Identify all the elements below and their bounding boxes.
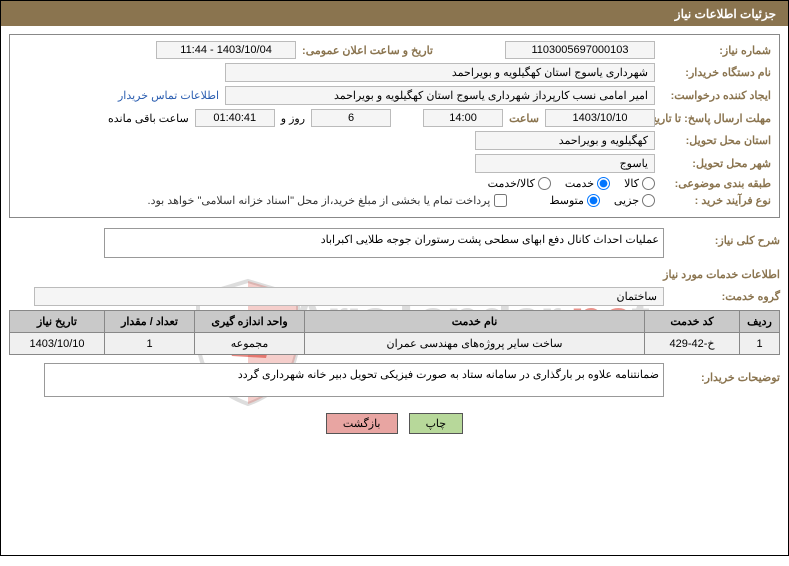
- category-option-1[interactable]: خدمت: [565, 177, 610, 190]
- need-number-label: شماره نیاز:: [661, 44, 771, 57]
- page-header: جزئیات اطلاعات نیاز: [0, 0, 789, 26]
- deadline-label: مهلت ارسال پاسخ: تا تاریخ:: [661, 112, 771, 125]
- announce-datetime-label: تاریخ و ساعت اعلان عمومی:: [302, 44, 433, 57]
- deadline-days: 6: [311, 109, 391, 127]
- deadline-time-label: ساعت: [509, 112, 539, 125]
- category-option-2[interactable]: کالا/خدمت: [488, 177, 551, 190]
- category-radio-group: کالا خدمت کالا/خدمت: [488, 177, 655, 190]
- buyer-contact-link[interactable]: اطلاعات تماس خریدار: [118, 89, 219, 102]
- service-group-label: گروه خدمت:: [670, 290, 780, 303]
- service-group-value[interactable]: ساختمان: [34, 287, 664, 306]
- treasury-note-checkbox[interactable]: پرداخت تمام یا بخشی از مبلغ خرید،از محل …: [148, 194, 508, 207]
- th-need-date: تاریخ نیاز: [10, 311, 105, 333]
- delivery-province-label: استان محل تحویل:: [661, 134, 771, 147]
- td-row-num: 1: [740, 333, 780, 355]
- process-option-0[interactable]: جزیی: [614, 194, 655, 207]
- process-type-label: نوع فرآیند خرید :: [661, 194, 771, 207]
- deadline-remaining-label: ساعت باقی مانده: [108, 112, 189, 125]
- th-unit: واحد اندازه گیری: [195, 311, 305, 333]
- td-need-date: 1403/10/10: [10, 333, 105, 355]
- td-service-name: ساخت سایر پروژه‌های مهندسی عمران: [305, 333, 645, 355]
- buyer-notes-value: ضمانتنامه علاوه بر بارگذاری در سامانه ست…: [44, 363, 664, 397]
- buyer-org-value: شهرداری یاسوج استان کهگیلویه و بویراحمد: [225, 63, 655, 82]
- th-qty: تعداد / مقدار: [105, 311, 195, 333]
- process-type-radio-group: جزیی متوسط: [549, 194, 655, 207]
- th-service-name: نام خدمت: [305, 311, 645, 333]
- requester-value: امیر امامی نسب کارپرداز شهرداری یاسوج اس…: [225, 86, 655, 105]
- deadline-remaining: 01:40:41: [195, 109, 275, 127]
- need-number-value: 1103005697000103: [505, 41, 655, 59]
- td-service-code: خ-42-429: [645, 333, 740, 355]
- announce-datetime-value: 1403/10/04 - 11:44: [156, 41, 296, 59]
- print-button[interactable]: چاپ: [409, 413, 464, 434]
- delivery-city-label: شهر محل تحویل:: [661, 157, 771, 170]
- deadline-time: 14:00: [423, 109, 503, 127]
- button-row: چاپ بازگشت: [9, 413, 780, 434]
- process-option-1[interactable]: متوسط: [549, 194, 600, 207]
- delivery-province-value: کهگیلویه و بویراحمد: [475, 131, 655, 150]
- table-header-row: ردیف کد خدمت نام خدمت واحد اندازه گیری ت…: [10, 311, 780, 333]
- delivery-city-value: یاسوج: [475, 154, 655, 173]
- main-container: AriaTender.net شماره نیاز: 1103005697000…: [0, 26, 789, 556]
- deadline-days-label: روز و: [281, 112, 305, 125]
- services-section-title: اطلاعات خدمات مورد نیاز: [9, 268, 780, 281]
- table-row: 1 خ-42-429 ساخت سایر پروژه‌های مهندسی عم…: [10, 333, 780, 355]
- need-desc-label: شرح کلی نیاز:: [670, 228, 780, 247]
- need-desc-value: عملیات احداث کانال دفع ابهای سطحی پشت رس…: [104, 228, 664, 258]
- th-row-num: ردیف: [740, 311, 780, 333]
- buyer-org-label: نام دستگاه خریدار:: [661, 66, 771, 79]
- th-service-code: کد خدمت: [645, 311, 740, 333]
- page-title: جزئیات اطلاعات نیاز: [675, 7, 776, 21]
- details-box: شماره نیاز: 1103005697000103 تاریخ و ساع…: [9, 34, 780, 218]
- category-option-0[interactable]: کالا: [624, 177, 655, 190]
- category-label: طبقه بندی موضوعی:: [661, 177, 771, 190]
- back-button[interactable]: بازگشت: [326, 413, 398, 434]
- requester-label: ایجاد کننده درخواست:: [661, 89, 771, 102]
- td-unit: مجموعه: [195, 333, 305, 355]
- buyer-notes-label: توضیحات خریدار:: [670, 363, 780, 384]
- td-qty: 1: [105, 333, 195, 355]
- deadline-date: 1403/10/10: [545, 109, 655, 127]
- services-table: ردیف کد خدمت نام خدمت واحد اندازه گیری ت…: [9, 310, 780, 355]
- treasury-note-text: پرداخت تمام یا بخشی از مبلغ خرید،از محل …: [148, 194, 491, 207]
